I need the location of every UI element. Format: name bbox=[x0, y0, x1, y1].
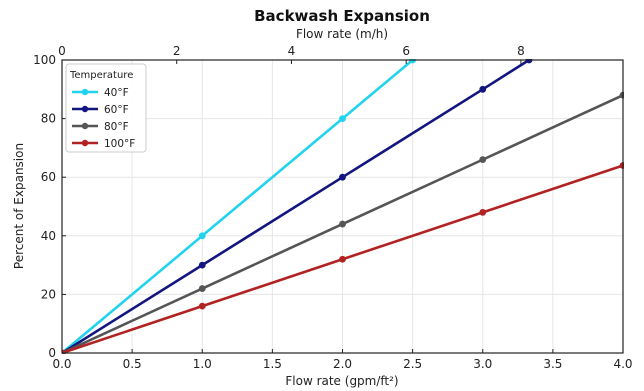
data-point-80f bbox=[339, 220, 346, 228]
data-point-40f bbox=[339, 115, 346, 122]
legend-marker-80f bbox=[81, 122, 89, 130]
x-tick-label: 3.5 bbox=[543, 357, 562, 371]
x-tick-label: 0.5 bbox=[123, 357, 142, 371]
x-tick-label: 0.0 bbox=[52, 357, 71, 371]
legend-label-60f: 60°F bbox=[104, 104, 129, 116]
data-point-80f bbox=[198, 285, 206, 292]
data-point-60f bbox=[339, 173, 346, 181]
x-tick-label: 4.0 bbox=[613, 357, 632, 371]
y-tick-label: 100 bbox=[33, 53, 56, 67]
x-axis-label: Flow rate (gpm/ft²) bbox=[285, 374, 398, 388]
legend-label-100f: 100°F bbox=[104, 138, 135, 150]
legend-title: Temperature bbox=[69, 70, 133, 81]
y-tick-label: 60 bbox=[41, 170, 56, 184]
top-x-axis-label: Flow rate (m/h) bbox=[296, 27, 388, 41]
data-point-80f bbox=[479, 156, 487, 164]
legend-label-40f: 40°F bbox=[104, 87, 129, 99]
x-tick-label: 2.0 bbox=[333, 357, 352, 371]
legend-box bbox=[65, 63, 147, 153]
legend-label-80f: 80°F bbox=[104, 121, 129, 133]
data-point-100f bbox=[198, 302, 206, 310]
y-tick-label: 40 bbox=[41, 229, 56, 243]
y-tick-label: 80 bbox=[41, 112, 56, 126]
data-series bbox=[62, 59, 624, 354]
x-tick-label: 3.0 bbox=[473, 357, 492, 371]
legend-marker-100f bbox=[81, 139, 89, 147]
top-x-tick-label: 8 bbox=[517, 44, 525, 58]
data-point-40f bbox=[198, 232, 206, 240]
axis-ticks: 0.0 0.5 1.0 1.5 2.0 2.5 3.0 3.5 4.00204060801000… bbox=[33, 44, 632, 371]
x-tick-label: 1.5 bbox=[263, 357, 282, 371]
data-point-60f bbox=[198, 261, 206, 269]
chart-title: Backwash Expansion bbox=[254, 7, 430, 25]
legend-marker-40f bbox=[81, 88, 89, 96]
legend-marker-60f bbox=[81, 105, 89, 113]
top-x-tick-label: 2 bbox=[173, 44, 181, 58]
x-tick-label: 2.5 bbox=[403, 357, 422, 371]
legend: Temperature 40°F 60°F 80°F 100°F bbox=[65, 63, 147, 153]
top-x-tick-label: 6 bbox=[402, 44, 410, 58]
data-point-100f bbox=[339, 255, 346, 263]
data-point-100f bbox=[479, 208, 487, 216]
data-point-60f bbox=[479, 85, 487, 93]
series-line-40f bbox=[62, 59, 414, 354]
y-tick-label: 0 bbox=[48, 346, 56, 360]
y-axis-label: Percent of Expansion bbox=[12, 143, 26, 269]
y-tick-label: 20 bbox=[41, 287, 56, 301]
x-tick-label: 1.0 bbox=[193, 357, 212, 371]
top-x-tick-label: 0 bbox=[58, 44, 66, 58]
top-x-tick-label: 4 bbox=[288, 44, 296, 58]
